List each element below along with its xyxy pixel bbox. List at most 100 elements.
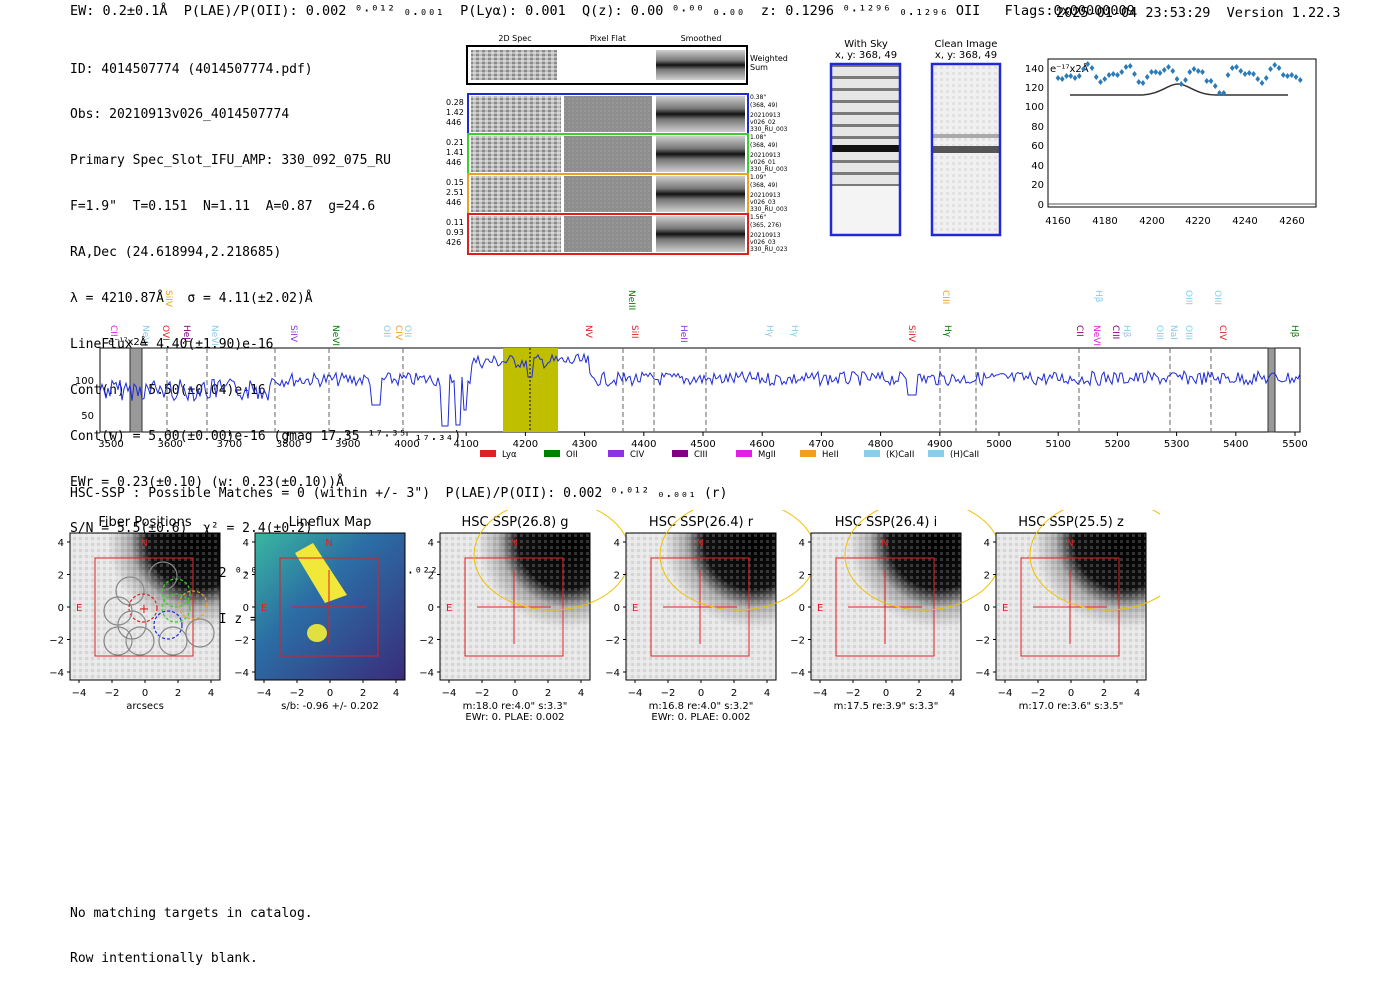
zoom-data-point <box>1204 78 1210 84</box>
cutout-row-2-l3: 446 <box>446 158 461 167</box>
legend-swatch <box>480 450 496 457</box>
cutout-row-2-r2: (368, 49) <box>750 142 778 149</box>
zoom-data-point <box>1055 75 1061 81</box>
line-label: Hβ <box>1093 290 1103 303</box>
hsc-panel-xlabel2: EWr: 0, PLAE: 0.002 <box>465 712 564 720</box>
sky-images-panel: With Sky x, y: 368, 49 Clean Image x, y:… <box>829 39 1002 237</box>
zoom-data-point <box>1153 69 1159 75</box>
hsc-ytick-label: 4 <box>58 538 64 549</box>
zoom-data-point <box>1072 75 1078 81</box>
spectrum-ytick-100: 100 <box>75 376 94 387</box>
zoom-data-point <box>1268 66 1273 72</box>
cutout-row-4-frame <box>467 213 749 255</box>
info-lambda: λ = 4210.87Å σ = 4.11(±2.02)Å <box>70 291 313 307</box>
zoom-data-points <box>1055 61 1303 96</box>
line-label: NeVI <box>209 325 219 346</box>
line-label: Hγ <box>942 325 952 338</box>
legend-swatch <box>544 450 560 457</box>
line-label: OIII <box>1183 290 1193 305</box>
cutout-row-2-l1: 0.21 <box>446 138 464 147</box>
zoom-data-point <box>1297 77 1303 83</box>
zoom-data-point <box>1144 74 1150 80</box>
zoom-data-point <box>1225 72 1231 78</box>
zoom-data-point <box>1161 67 1167 73</box>
zoom-data-point <box>1110 71 1116 77</box>
zoom-data-point <box>1123 64 1129 70</box>
zoom-data-point <box>1195 68 1201 74</box>
hsc-xtick-label: 4 <box>393 688 399 699</box>
cutout-row-1-l3: 446 <box>446 118 461 127</box>
cutout-row-2-r4: v026_01 <box>750 159 776 166</box>
zoom-data-point <box>1208 78 1214 84</box>
zoom-data-point <box>1217 90 1222 96</box>
legend-swatch <box>736 450 752 457</box>
hsc-ytick-label: −2 <box>790 636 805 647</box>
legend-swatch <box>800 450 816 457</box>
spectrum-frame <box>99 347 1301 433</box>
line-label: Hβ <box>1121 325 1131 338</box>
info-ewr: EWr = 0.23(±0.10) (w: 0.23(±0.10))Å <box>70 474 344 490</box>
hsc-ytick-label: −4 <box>975 668 990 679</box>
hsc-xtick-label: 2 <box>1101 688 1107 699</box>
zoom-ytick-140: 140 <box>1025 64 1044 75</box>
fiber-circle <box>153 610 183 640</box>
north-marker: N <box>696 538 703 549</box>
zoom-data-point <box>1166 64 1171 70</box>
cutout-row-3-r2: (368, 49) <box>750 182 778 189</box>
footer-notes: No matching targets in catalog. Row inte… <box>70 876 313 981</box>
hsc-xtick-label: −2 <box>661 688 676 699</box>
legend-swatch <box>864 450 880 457</box>
cutout-row-3-r4: v026_03 <box>750 199 776 206</box>
hsc-xtick-label: 0 <box>698 688 704 699</box>
hsc-xtick-label: −4 <box>998 688 1013 699</box>
line-label: Hγ <box>764 325 774 338</box>
zoom-data-point <box>1246 70 1252 76</box>
zoom-data-point <box>1276 65 1282 71</box>
line-label: NV <box>583 325 593 339</box>
north-marker: N <box>140 538 147 549</box>
zoom-data-point <box>1293 74 1299 80</box>
zoom-data-point <box>1178 81 1184 87</box>
cutout-row-4-r5: 330_RU_023 <box>750 246 788 253</box>
fiber-circle <box>158 626 188 656</box>
fiber-circle <box>103 596 133 626</box>
zoom-data-point <box>1157 70 1163 76</box>
spectrum-xtick-label: 4600 <box>749 439 774 450</box>
cutout-row-1-r3: 20210913 <box>750 112 781 119</box>
spectral-line-markers <box>166 348 1212 432</box>
clean-image-coords: x, y: 368, 49 <box>935 50 997 61</box>
hsc-xtick-label: 2 <box>545 688 551 699</box>
spectrum-xtick-label: 4300 <box>572 439 597 450</box>
cutout-row-3-l1: 0.15 <box>446 178 464 187</box>
zoom-xtick-4200: 4200 <box>1139 216 1164 227</box>
spectrum-xtick-label: 5200 <box>1105 439 1130 450</box>
zoom-ytick-0: 0 <box>1038 200 1044 211</box>
line-label: CII <box>108 325 118 337</box>
footer-row-blank: Row intentionally blank. <box>70 951 258 966</box>
hsc-ytick-label: 0 <box>799 603 805 614</box>
zoom-xtick-4240: 4240 <box>1232 216 1257 227</box>
hsc-xtick-label: 4 <box>764 688 770 699</box>
hsc-xtick-label: 0 <box>512 688 518 699</box>
hsc-xtick-label: 4 <box>1134 688 1140 699</box>
zoom-data-point <box>1106 72 1112 78</box>
zoom-data-point <box>1259 80 1265 86</box>
col-label-smoothed: Smoothed <box>681 34 722 43</box>
zoom-data-point <box>1085 61 1091 67</box>
hsc-panel-title: Fiber Positions <box>98 515 191 530</box>
line-label: SiIV <box>163 290 173 308</box>
spectrum-unit: e⁻¹⁷x2Å <box>108 335 147 348</box>
footer-no-targets: No matching targets in catalog. <box>70 906 313 921</box>
hsc-ytick-label: 4 <box>243 538 249 549</box>
hsc-xtick-label: 2 <box>731 688 737 699</box>
spectrum-xtick-label: 4500 <box>690 439 715 450</box>
masked-region-left <box>129 347 143 433</box>
zoom-data-point <box>1229 65 1235 71</box>
line-label: OII <box>402 325 412 337</box>
line-label: CIV <box>1217 325 1227 341</box>
hsc-panel: Lineflux Map N E 4 2 0 −2 −4 −4 −2 0 2 4 s/b: -0.96 +… <box>234 515 406 712</box>
hsc-xtick-label: −4 <box>442 688 457 699</box>
cutout-row-3-l3: 446 <box>446 198 461 207</box>
zoom-model-curve <box>1070 83 1288 96</box>
